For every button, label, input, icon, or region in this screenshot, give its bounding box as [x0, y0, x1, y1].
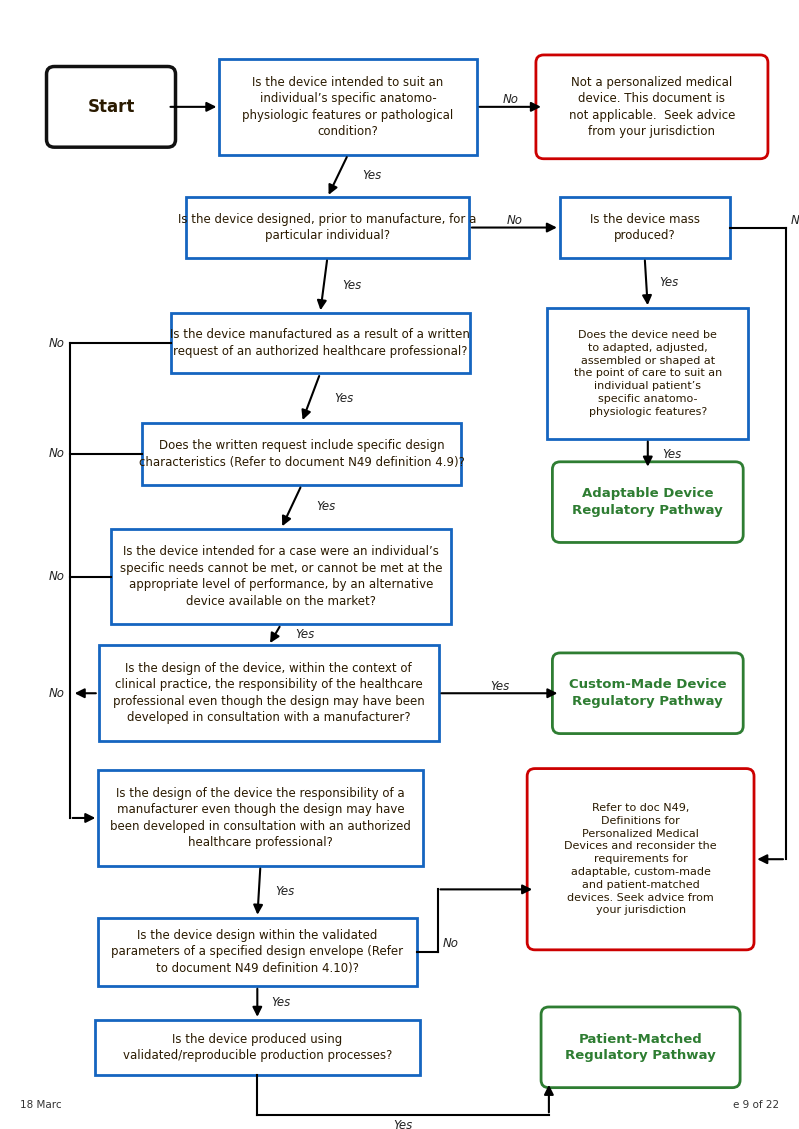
- Text: Yes: Yes: [275, 885, 294, 899]
- Text: No: No: [49, 447, 65, 461]
- FancyBboxPatch shape: [536, 55, 768, 159]
- Text: Adaptable Device
Regulatory Pathway: Adaptable Device Regulatory Pathway: [572, 488, 723, 517]
- Text: Yes: Yes: [342, 279, 361, 292]
- Text: Is the device design within the validated
parameters of a specified design envel: Is the device design within the validate…: [111, 929, 403, 974]
- Text: Is the device manufactured as a result of a written
request of an authorized hea: Is the device manufactured as a result o…: [170, 329, 470, 358]
- Text: Start: Start: [87, 98, 135, 116]
- FancyBboxPatch shape: [171, 313, 470, 374]
- Text: 18 Marc: 18 Marc: [20, 1100, 62, 1110]
- Text: No: No: [503, 94, 519, 106]
- Text: Is the design of the device, within the context of
clinical practice, the respon: Is the design of the device, within the …: [113, 662, 424, 725]
- FancyBboxPatch shape: [97, 918, 417, 986]
- Text: Is the design of the device the responsibility of a
manufacturer even though the: Is the design of the device the responsi…: [110, 787, 411, 849]
- Text: Is the device intended to suit an
individual’s specific anatomo-
physiologic fea: Is the device intended to suit an indivi…: [242, 76, 454, 138]
- FancyBboxPatch shape: [552, 653, 743, 734]
- Text: Yes: Yes: [659, 277, 678, 289]
- Text: Is the device designed, prior to manufacture, for a
particular individual?: Is the device designed, prior to manufac…: [178, 212, 476, 243]
- FancyBboxPatch shape: [527, 769, 754, 949]
- FancyBboxPatch shape: [98, 646, 439, 741]
- Text: Refer to doc N49,
Definitions for
Personalized Medical
Devices and reconsider th: Refer to doc N49, Definitions for Person…: [564, 803, 717, 916]
- Text: Yes: Yes: [490, 680, 509, 693]
- Text: Patient-Matched
Regulatory Pathway: Patient-Matched Regulatory Pathway: [565, 1033, 716, 1062]
- Text: No: No: [49, 686, 65, 700]
- FancyBboxPatch shape: [219, 59, 477, 155]
- Text: e 9 of 22: e 9 of 22: [733, 1100, 779, 1110]
- Text: Yes: Yes: [272, 996, 291, 1009]
- Text: No: No: [49, 336, 65, 350]
- Text: Custom-Made Device
Regulatory Pathway: Custom-Made Device Regulatory Pathway: [569, 679, 726, 708]
- Text: Is the device intended for a case were an individual’s
specific needs cannot be : Is the device intended for a case were a…: [120, 545, 443, 607]
- FancyBboxPatch shape: [111, 528, 451, 624]
- Text: Is the device mass
produced?: Is the device mass produced?: [590, 212, 700, 243]
- Text: Yes: Yes: [296, 629, 315, 641]
- Text: Not a personalized medical
device. This document is
not applicable.  Seek advice: Not a personalized medical device. This …: [569, 76, 735, 138]
- FancyBboxPatch shape: [541, 1007, 740, 1087]
- Text: No: No: [507, 215, 523, 227]
- FancyBboxPatch shape: [98, 770, 423, 866]
- Text: Yes: Yes: [363, 169, 382, 183]
- FancyBboxPatch shape: [185, 198, 469, 257]
- FancyBboxPatch shape: [560, 198, 729, 257]
- Text: Does the device need be
to adapted, adjusted,
assembled or shaped at
the point o: Does the device need be to adapted, adju…: [574, 330, 722, 417]
- Text: Yes: Yes: [316, 500, 336, 514]
- Text: No: No: [791, 215, 799, 227]
- FancyBboxPatch shape: [547, 308, 748, 439]
- Text: Does the written request include specific design
characteristics (Refer to docum: Does the written request include specifi…: [139, 439, 464, 469]
- FancyBboxPatch shape: [46, 67, 176, 147]
- FancyBboxPatch shape: [95, 1019, 419, 1075]
- Text: No: No: [443, 937, 459, 951]
- Text: Yes: Yes: [662, 447, 682, 461]
- Text: Is the device produced using
validated/reproducible production processes?: Is the device produced using validated/r…: [122, 1033, 392, 1062]
- FancyBboxPatch shape: [552, 462, 743, 542]
- Text: Yes: Yes: [393, 1119, 413, 1129]
- Text: No: No: [49, 570, 65, 583]
- Text: Yes: Yes: [335, 392, 354, 404]
- FancyBboxPatch shape: [142, 422, 461, 485]
